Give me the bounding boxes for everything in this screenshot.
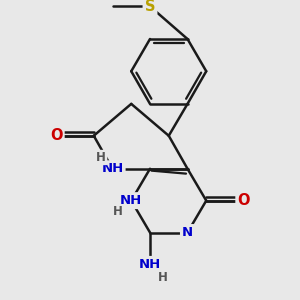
Text: H: H — [158, 271, 168, 284]
Text: NH: NH — [139, 258, 161, 271]
Text: H: H — [96, 151, 106, 164]
Text: O: O — [238, 193, 250, 208]
Text: H: H — [113, 206, 123, 218]
Text: NH: NH — [101, 162, 124, 175]
Text: N: N — [182, 226, 193, 239]
Text: S: S — [145, 0, 155, 14]
Text: NH: NH — [120, 194, 142, 207]
Text: O: O — [50, 128, 62, 143]
